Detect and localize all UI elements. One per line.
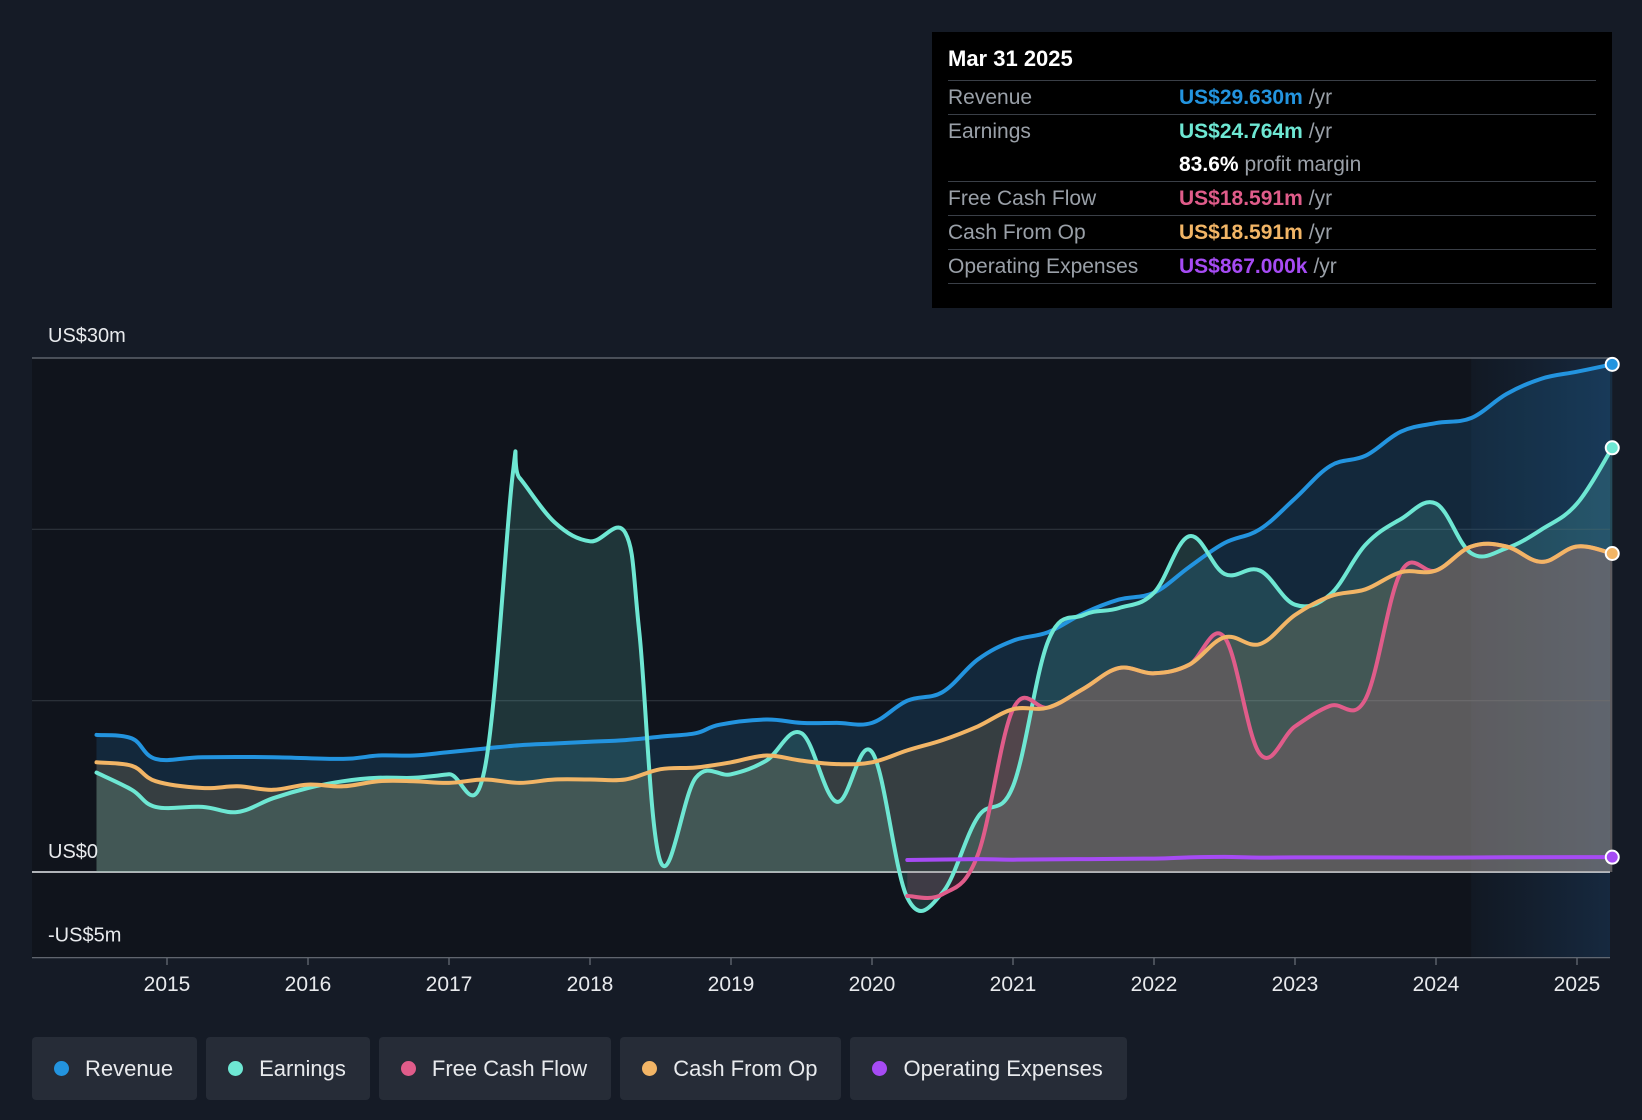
legend: Revenue Earnings Free Cash Flow Cash Fro… (32, 1037, 1127, 1100)
tooltip-label: Earnings (948, 119, 1031, 143)
tooltip-unit: /yr (1308, 85, 1333, 109)
end-marker-cash-from-op[interactable] (1604, 545, 1620, 561)
tooltip-unit: /yr (1308, 186, 1333, 210)
legend-dot-icon (642, 1061, 658, 1076)
tooltip-value: US$24.764m (1179, 119, 1303, 143)
tooltip-value: 83.6% (1179, 152, 1239, 176)
tooltip-row-cash-from-op: Cash From Op US$18.591m /yr (948, 216, 1596, 250)
tooltip-label: Cash From Op (948, 220, 1086, 244)
legend-label: Free Cash Flow (431, 1055, 588, 1081)
y-axis-label: US$0 (48, 841, 98, 863)
y-axis-label: US$30m (48, 325, 126, 347)
tooltip-value: US$867.000k (1179, 254, 1308, 278)
line-operating-expenses (905, 854, 1615, 862)
legend-item-revenue[interactable]: Revenue (32, 1037, 198, 1100)
x-tick-label: 2023 (1272, 973, 1319, 996)
legend-item-earnings[interactable]: Earnings (206, 1037, 370, 1100)
tooltip-label: Free Cash Flow (948, 186, 1097, 210)
x-axis-ticks: 2015 2016 2017 2018 2019 2020 2021 2022 2023 2024… (144, 958, 1601, 996)
line-cash-from-op (94, 541, 1615, 792)
tooltip-value: US$18.591m (1179, 220, 1303, 244)
tooltip-panel: Mar 31 2025 Revenue US$29.630m /yr Earni… (932, 32, 1612, 308)
tooltip-date: Mar 31 2025 (948, 46, 1596, 81)
x-tick-label: 2021 (990, 973, 1037, 996)
legend-dot-icon (54, 1061, 69, 1076)
legend-item-operating-expenses[interactable]: Operating Expenses (850, 1037, 1127, 1100)
tooltip-label: Revenue (948, 85, 1033, 109)
tooltip-unit: /yr (1313, 254, 1337, 278)
legend-dot-icon (228, 1061, 244, 1076)
legend-dot-icon (400, 1061, 416, 1076)
legend-label: Operating Expenses (903, 1055, 1103, 1081)
tooltip-unit: /yr (1308, 119, 1333, 143)
end-marker-revenue[interactable] (1604, 356, 1620, 372)
series-lines (94, 362, 1615, 913)
end-marker-operating-expenses[interactable] (1604, 849, 1620, 865)
legend-item-cash-from-op[interactable]: Cash From Op (620, 1037, 842, 1100)
x-tick-label: 2020 (849, 973, 896, 996)
legend-dot-icon (872, 1061, 888, 1076)
gridlines (32, 357, 1610, 959)
tooltip-row-revenue: Revenue US$29.630m /yr (948, 81, 1596, 115)
y-axis-labels: US$30m US$0 -US$5m (48, 325, 126, 947)
legend-label: Earnings (259, 1055, 346, 1081)
area-cash-from-op (96, 543, 1613, 872)
x-tick-label: 2022 (1131, 973, 1178, 996)
legend-item-free-cash-flow[interactable]: Free Cash Flow (378, 1037, 612, 1100)
area-revenue (96, 364, 1613, 872)
tooltip-row-earnings: Earnings US$24.764m /yr (948, 115, 1596, 148)
tooltip-label: Operating Expenses (948, 254, 1139, 278)
x-tick-label: 2018 (567, 973, 614, 996)
x-tick-label: 2015 (144, 973, 191, 996)
legend-label: Revenue (85, 1055, 174, 1081)
tooltip-value: US$29.630m (1179, 85, 1303, 109)
tooltip-unit: /yr (1308, 220, 1333, 244)
legend-label: Cash From Op (673, 1055, 818, 1081)
x-tick-label: 2024 (1413, 973, 1460, 996)
tooltip-value: US$18.591m (1179, 186, 1303, 210)
x-tick-label: 2019 (708, 973, 755, 996)
tooltip-unit: profit margin (1244, 152, 1362, 176)
x-tick-label: 2017 (426, 973, 473, 996)
end-markers (1604, 356, 1620, 865)
x-tick-label: 2025 (1554, 973, 1601, 996)
area-free-cash-flow (907, 543, 1613, 899)
tooltip-row-operating-expenses: Operating Expenses US$867.000k /yr (948, 250, 1596, 284)
end-marker-earnings[interactable] (1604, 440, 1620, 456)
tooltip-row-free-cash-flow: Free Cash Flow US$18.591m /yr (948, 182, 1596, 216)
y-axis-label: -US$5m (48, 925, 121, 947)
tooltip-row-profit-margin: 83.6% profit margin (948, 148, 1596, 182)
x-tick-label: 2016 (285, 973, 332, 996)
line-revenue (94, 362, 1615, 763)
